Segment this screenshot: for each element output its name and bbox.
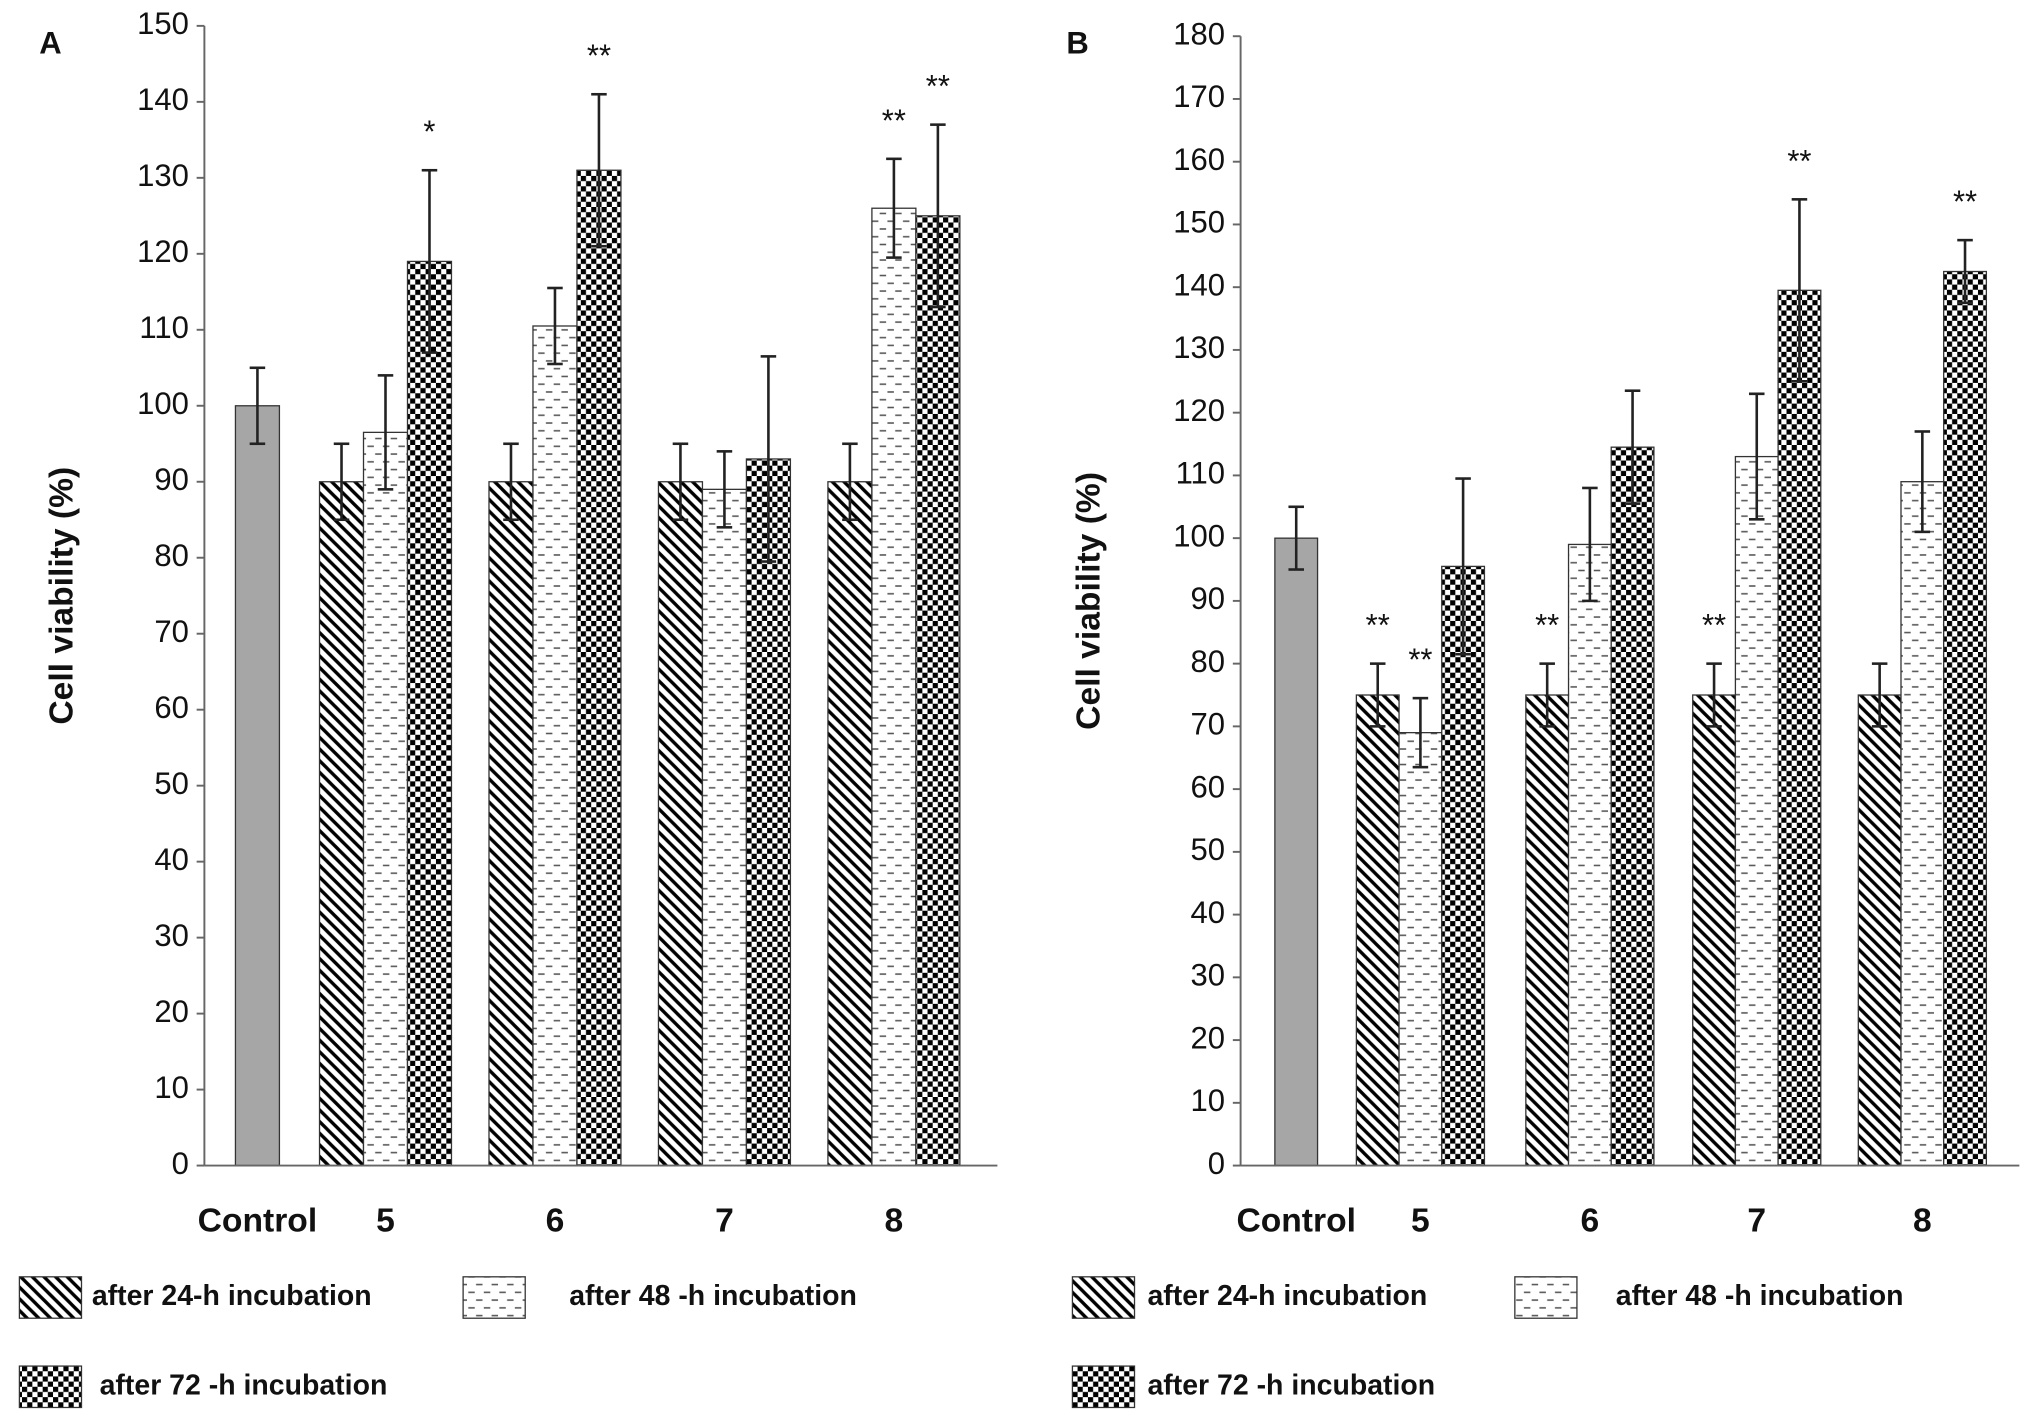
legend-swatch <box>462 1276 526 1319</box>
y-tick-label: 140 <box>137 82 189 117</box>
significance-label: ** <box>1366 608 1390 643</box>
y-tick-label: 10 <box>154 1070 189 1105</box>
bar <box>1777 289 1822 1167</box>
y-tick-label: 50 <box>154 766 189 801</box>
y-tick-label: 0 <box>1208 1146 1225 1181</box>
y-tick-label: 0 <box>172 1146 189 1181</box>
significance-label: ** <box>587 38 611 73</box>
y-tick-label: 90 <box>154 462 189 497</box>
significance-label: ** <box>1953 184 1977 219</box>
x-tick-label: 8 <box>885 1202 904 1239</box>
x-tick-label: 6 <box>546 1202 565 1239</box>
legend-swatch <box>1071 1365 1136 1409</box>
bar <box>1692 694 1737 1167</box>
legend-label: after 48 -h incubation <box>1616 1280 1904 1312</box>
significance-label: ** <box>926 69 950 104</box>
x-tick-label: 6 <box>1581 1202 1600 1239</box>
legend-swatch <box>1514 1276 1578 1319</box>
bar <box>318 481 365 1167</box>
significance-label: ** <box>882 103 906 138</box>
bar <box>871 207 917 1167</box>
y-tick-label: 150 <box>137 6 189 41</box>
bar <box>1857 694 1902 1167</box>
y-tick-label: 10 <box>1191 1083 1226 1118</box>
bar <box>657 481 704 1167</box>
y-tick-label: 20 <box>1191 1020 1226 1055</box>
panel-label: B <box>1066 25 1088 60</box>
y-tick-label: 70 <box>154 614 189 649</box>
legend-label: after 24-h incubation <box>92 1280 372 1312</box>
y-tick-label: 30 <box>1191 958 1226 993</box>
legend-swatch <box>18 1365 83 1409</box>
y-tick-label: 170 <box>1173 79 1225 114</box>
bar <box>1610 446 1655 1167</box>
significance-label: ** <box>1787 143 1811 178</box>
legend-label: after 72 -h incubation <box>1147 1369 1435 1401</box>
bar <box>234 405 281 1167</box>
y-tick-label: 100 <box>1173 518 1225 553</box>
y-tick-label: 120 <box>1173 393 1225 428</box>
y-axis-label: Cell viability (%) <box>1070 472 1107 730</box>
y-tick-label: 40 <box>1191 895 1226 930</box>
y-tick-label: 130 <box>137 158 189 193</box>
x-tick-label: 8 <box>1913 1202 1932 1239</box>
y-tick-label: 80 <box>1191 644 1226 679</box>
x-tick-label: Control <box>1236 1202 1356 1239</box>
bar <box>406 260 453 1167</box>
bar <box>488 481 534 1167</box>
y-tick-label: 60 <box>154 690 189 725</box>
y-tick-label: 110 <box>139 310 188 345</box>
legend-label: after 48 -h incubation <box>569 1280 857 1312</box>
bar <box>827 481 873 1167</box>
y-tick-label: 90 <box>1191 581 1226 616</box>
y-tick-label: 30 <box>154 918 189 953</box>
bar <box>701 488 748 1167</box>
y-tick-label: 80 <box>154 538 189 573</box>
y-tick-label: 40 <box>154 842 189 877</box>
bar <box>745 458 792 1167</box>
bar <box>1441 565 1486 1167</box>
significance-label: ** <box>1702 608 1726 643</box>
y-tick-label: 150 <box>1173 205 1225 240</box>
bar <box>1525 694 1570 1167</box>
y-tick-label: 70 <box>1191 707 1226 742</box>
bar <box>1943 270 1988 1167</box>
bar <box>1567 543 1612 1167</box>
y-tick-label: 60 <box>1191 769 1226 804</box>
bar <box>532 325 578 1167</box>
bar <box>1274 537 1319 1167</box>
y-tick-label: 160 <box>1173 142 1225 177</box>
y-tick-label: 140 <box>1173 267 1225 302</box>
x-tick-label: 7 <box>715 1202 734 1239</box>
legend-label: after 24-h incubation <box>1147 1280 1427 1312</box>
y-axis-label: Cell viability (%) <box>43 467 80 725</box>
bar <box>576 169 622 1167</box>
x-tick-label: 5 <box>376 1202 395 1239</box>
bar <box>362 431 409 1167</box>
y-tick-label: 130 <box>1173 330 1225 365</box>
legend-swatch <box>1071 1276 1136 1319</box>
y-tick-label: 50 <box>1191 832 1226 867</box>
y-tick-label: 20 <box>154 994 189 1029</box>
bar <box>915 215 961 1167</box>
panel-label: A <box>39 25 61 60</box>
bar <box>1734 455 1779 1167</box>
legend-label: after 72 -h incubation <box>100 1369 388 1401</box>
y-tick-label: 180 <box>1173 16 1225 51</box>
significance-label: * <box>423 114 435 149</box>
bar <box>1900 481 1945 1167</box>
y-tick-label: 100 <box>137 386 189 421</box>
x-tick-label: Control <box>198 1202 318 1239</box>
y-tick-label: 110 <box>1176 456 1225 491</box>
bar <box>1398 732 1443 1167</box>
bar <box>1355 694 1400 1167</box>
significance-label: ** <box>1535 608 1559 643</box>
x-tick-label: 5 <box>1411 1202 1430 1239</box>
x-tick-label: 7 <box>1747 1202 1766 1239</box>
significance-label: ** <box>1408 642 1432 677</box>
y-tick-label: 120 <box>137 234 189 269</box>
legend-swatch <box>18 1276 83 1319</box>
